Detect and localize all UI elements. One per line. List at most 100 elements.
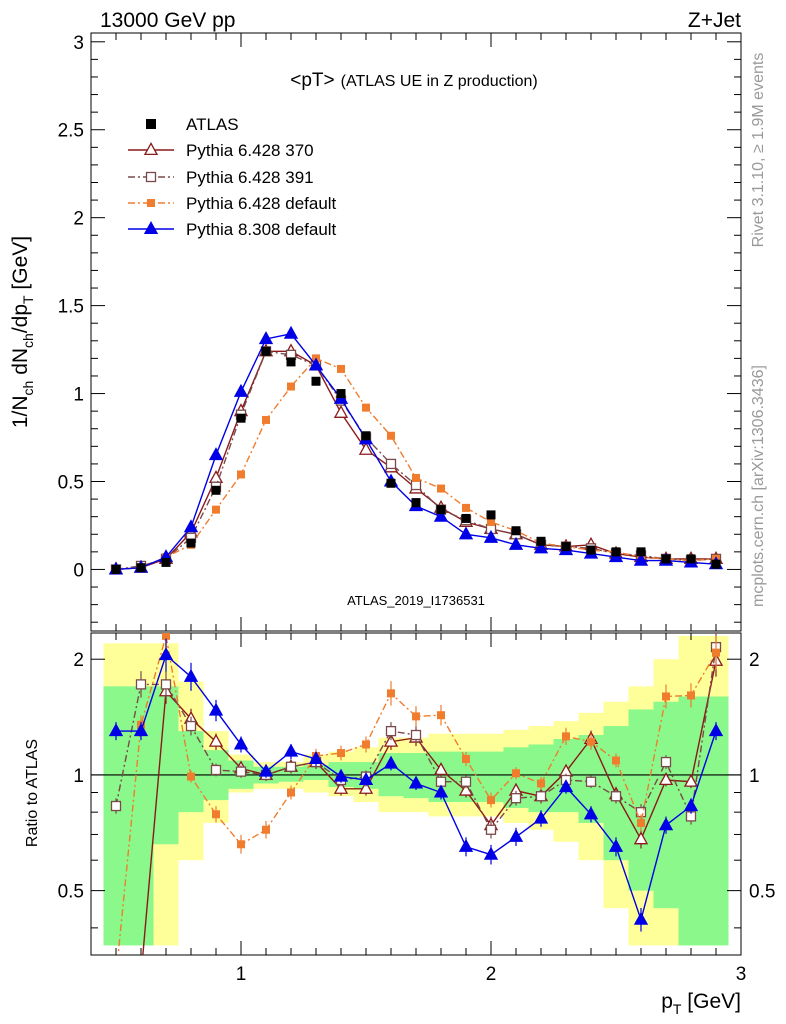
data-point (211, 485, 221, 495)
ratio-point (512, 769, 520, 778)
ratio-point (358, 772, 374, 786)
analysis-label: ATLAS_2019_I1736531 (347, 593, 485, 608)
series-point (385, 458, 397, 470)
series-point (437, 484, 445, 493)
ratio-point (187, 772, 195, 781)
ratio-point (333, 780, 349, 794)
ratio-point (460, 776, 472, 787)
data-point (711, 559, 721, 569)
ratio-point (133, 723, 149, 737)
mcplots-label: mcplots.cern.ch [arXiv:1306.3436] (750, 365, 767, 607)
series-point (283, 325, 299, 339)
ratio-point (433, 762, 449, 776)
x-axis-label: pT [GeV] (661, 990, 741, 1017)
data-point (486, 510, 496, 520)
energy-label: 13000 GeV pp (100, 9, 235, 32)
ratio-point (483, 846, 499, 860)
data-point (536, 536, 546, 546)
rivet-version-label: Rivet 3.1.10, ≥ 1.9M events (750, 53, 767, 248)
ratio-point (233, 736, 249, 750)
ratio-point (487, 796, 495, 805)
process-label: Z+Jet (688, 9, 741, 32)
ratio-point (283, 743, 299, 757)
ratio-point (458, 838, 474, 852)
ratio-point (660, 756, 672, 768)
data-point (561, 542, 571, 552)
legend-label: Pythia 6.428 370 (186, 141, 314, 160)
ratio-point (135, 969, 147, 980)
y-tick-label: 2 (73, 209, 84, 230)
data-point (586, 545, 596, 555)
y-tick-label: 0.5 (58, 473, 84, 494)
ratio-point (537, 779, 545, 788)
ratio-point (135, 679, 147, 690)
ratio-point (687, 691, 695, 700)
ratio-point (208, 733, 224, 747)
data-point (611, 547, 621, 557)
series-line (115, 357, 717, 571)
legend-marker (147, 199, 155, 207)
ratio-point (587, 737, 595, 746)
series-point (533, 540, 549, 554)
ratio-tick-label-right: 1 (749, 766, 760, 787)
series-point (212, 505, 220, 514)
ratio-tick-label-left: 1 (73, 766, 84, 787)
ratio-point (358, 780, 374, 794)
ratio-point (633, 911, 649, 925)
x-tick-label: 2 (486, 964, 497, 985)
series-line (115, 333, 717, 571)
data-point (261, 346, 271, 356)
main-series-layer (108, 325, 724, 575)
series-point (633, 552, 649, 566)
ratio-point (333, 768, 349, 782)
ratio-tick-label-left: 2 (73, 650, 84, 671)
series-point (333, 404, 349, 418)
ratio-point (162, 633, 170, 640)
series-point (362, 403, 370, 412)
ratio-point (662, 692, 670, 701)
data-point (336, 389, 346, 399)
ratio-point (583, 806, 599, 820)
ratio-point (235, 766, 247, 777)
ratio-point (658, 817, 674, 831)
ratio-point (508, 828, 524, 842)
x-tick-label: 3 (736, 964, 747, 985)
series-point (258, 331, 274, 345)
ratio-point (683, 773, 699, 787)
ratio-point (658, 772, 674, 786)
data-point (311, 376, 321, 386)
ratio-point (258, 763, 274, 777)
series-point (483, 529, 499, 543)
data-point (136, 563, 146, 573)
axis-tick-labels: 1 2 3 0 0.5 1 1.5 2 2.5 3 0.5 0.5 1 1 2 2 (58, 33, 776, 985)
legend-label-atlas: ATLAS (186, 115, 239, 134)
y-tick-label: 0 (73, 560, 84, 581)
series-pythia-6-428-391 (110, 346, 722, 575)
series-point (462, 503, 470, 512)
ratio-point (362, 740, 370, 749)
series-pythia-6-428-default (112, 354, 720, 574)
ratio-point (437, 711, 445, 720)
series-point (183, 519, 199, 533)
ratio-point (683, 798, 699, 812)
ratio-point (462, 755, 470, 764)
series-point (233, 383, 249, 397)
series-point (308, 357, 324, 371)
data-point (511, 526, 521, 536)
ratio-point (612, 756, 620, 765)
data-point (411, 498, 421, 508)
ratio-point (237, 840, 245, 849)
series-point (237, 470, 245, 479)
ratio-band-inner (653, 701, 679, 909)
ratio-point (108, 723, 124, 737)
ratio-point (562, 732, 570, 741)
ratio-point (433, 784, 449, 798)
y-tick-label: 1 (73, 385, 84, 406)
series-pythia-8-308-default (108, 325, 724, 575)
data-point (111, 564, 121, 574)
ratio-band-inner (628, 709, 654, 891)
legend-label: Pythia 8.308 default (186, 220, 337, 239)
ratio-point (160, 679, 172, 690)
ratio-point (558, 779, 574, 793)
